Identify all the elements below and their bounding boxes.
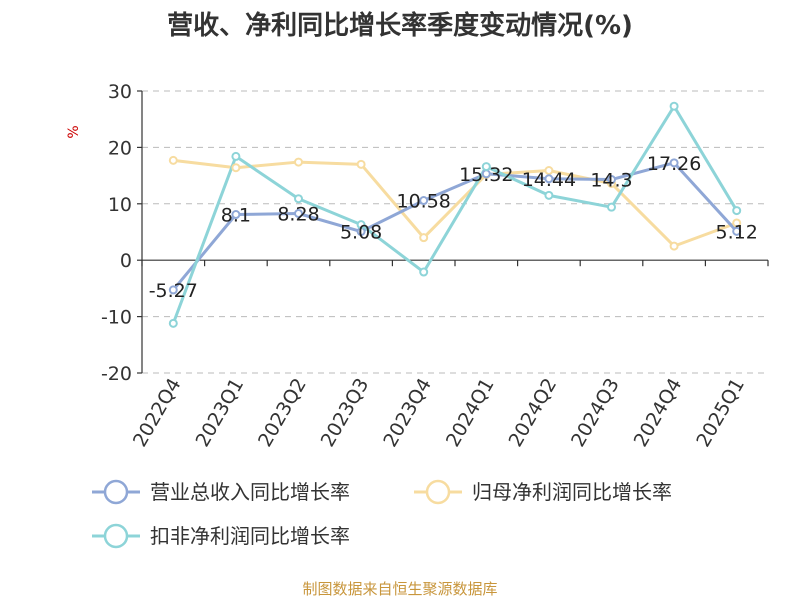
legend-label: 归母净利润同比增长率 bbox=[472, 480, 672, 504]
data-point bbox=[419, 267, 429, 277]
data-label: 8.1 bbox=[221, 205, 251, 227]
data-label: 14.3 bbox=[590, 170, 632, 192]
legend-item-2: 扣非净利润同比增长率 bbox=[92, 523, 350, 549]
data-point bbox=[732, 226, 742, 236]
grid-lines bbox=[142, 90, 768, 374]
data-point bbox=[669, 158, 679, 168]
data-point bbox=[168, 285, 178, 295]
data-point bbox=[168, 318, 178, 328]
x-tick-label: 2024Q2 bbox=[504, 375, 561, 451]
legend-item-1: 归母净利润同比增长率 bbox=[414, 479, 672, 505]
x-tick-label: 2024Q3 bbox=[567, 375, 624, 451]
data-point bbox=[231, 163, 241, 173]
data-labels: -5.27 8.1 8.28 5.08 10.58 15.32 14.44 14.3 17.26… bbox=[149, 153, 758, 302]
y-tick-label: -20 bbox=[101, 363, 132, 385]
data-point bbox=[607, 175, 616, 185]
data-label: 10.58 bbox=[396, 191, 450, 213]
series-line-0 bbox=[172, 161, 738, 291]
data-point bbox=[481, 162, 491, 172]
data-point bbox=[168, 155, 178, 165]
x-tick-label: 2023Q4 bbox=[379, 375, 436, 451]
data-point bbox=[669, 101, 679, 111]
y-axis-unit: % bbox=[66, 125, 82, 138]
legend-marker bbox=[103, 479, 129, 505]
data-label: 5.12 bbox=[716, 221, 758, 243]
data-label: 14.44 bbox=[522, 169, 576, 191]
data-label: 17.26 bbox=[647, 153, 701, 175]
data-point bbox=[544, 166, 554, 176]
x-tick-label: 2025Q1 bbox=[692, 375, 749, 451]
data-label: 5.08 bbox=[340, 222, 382, 244]
series-line-2 bbox=[171, 104, 738, 324]
legend-item-0: 营业总收入同比增长率 bbox=[92, 479, 350, 505]
legend-label: 扣非净利润同比增长率 bbox=[150, 524, 350, 548]
x-tick-label: 2024Q1 bbox=[442, 375, 499, 451]
data-point bbox=[294, 194, 303, 204]
chart-title: 营收、净利同比增长率季度变动情况(%) bbox=[167, 10, 633, 41]
x-tick-label: 2023Q3 bbox=[317, 375, 374, 451]
x-tick-label: 2023Q1 bbox=[191, 375, 248, 451]
data-point bbox=[419, 196, 429, 206]
legend-marker bbox=[425, 479, 451, 505]
data-point bbox=[294, 209, 303, 219]
x-tick-label: 2023Q2 bbox=[254, 375, 311, 451]
y-tick-label: -10 bbox=[101, 307, 132, 329]
series-lines bbox=[168, 101, 742, 328]
x-tick-label: 2022Q4 bbox=[129, 375, 186, 451]
data-point bbox=[544, 190, 554, 200]
data-point bbox=[669, 241, 679, 251]
y-tick-label: 30 bbox=[108, 81, 132, 103]
data-label: -5.27 bbox=[149, 280, 198, 302]
data-point bbox=[732, 218, 742, 228]
data-point bbox=[356, 159, 366, 169]
data-point bbox=[356, 220, 366, 230]
data-point bbox=[544, 174, 554, 184]
y-tick-label: 20 bbox=[108, 137, 132, 159]
data-point bbox=[419, 233, 429, 243]
x-tick-label: 2024Q4 bbox=[630, 375, 687, 451]
data-point bbox=[231, 151, 241, 161]
data-label: 8.28 bbox=[277, 204, 319, 226]
data-point bbox=[607, 202, 616, 212]
y-tick-label: 0 bbox=[120, 250, 132, 272]
data-label: 15.32 bbox=[459, 164, 513, 186]
data-point bbox=[294, 157, 303, 167]
y-tick-label: 10 bbox=[108, 194, 132, 216]
data-point bbox=[732, 206, 742, 216]
data-point bbox=[231, 210, 241, 220]
series-line-1 bbox=[173, 158, 738, 248]
legend-label: 营业总收入同比增长率 bbox=[150, 480, 350, 504]
source-note: 制图数据来自恒生聚源数据库 bbox=[302, 580, 497, 598]
legend-marker bbox=[103, 523, 129, 549]
